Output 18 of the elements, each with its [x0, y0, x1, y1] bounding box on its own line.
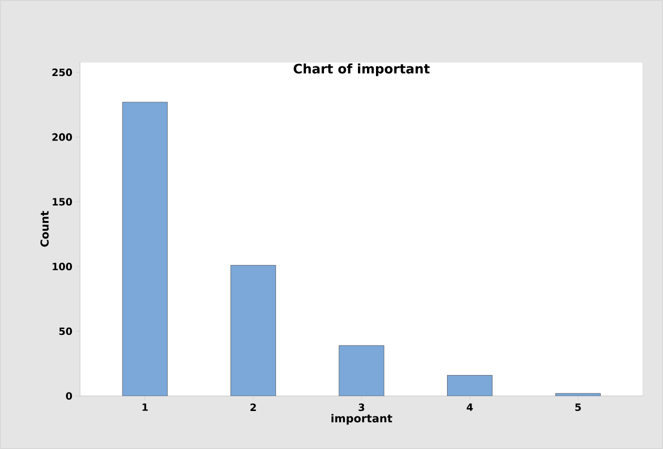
x-tick-label: 3: [358, 404, 364, 412]
x-tick-label: 2: [250, 404, 256, 411]
bar: [230, 265, 276, 396]
y-tick-label: 100: [52, 262, 72, 270]
y-tick-label: 50: [59, 327, 72, 336]
x-tick-label: 5: [575, 404, 581, 411]
x-tick-label: 4: [466, 404, 473, 411]
x-axis-title: important: [332, 414, 392, 425]
bar: [447, 375, 492, 396]
x-tick-label: 1: [142, 404, 148, 411]
y-tick-label: 0: [66, 392, 72, 400]
y-tick-label: 150: [52, 198, 72, 206]
bar: [122, 102, 168, 396]
y-axis-title: Count: [40, 210, 49, 247]
chart-title: Chart of important: [294, 64, 430, 76]
bar: [338, 345, 384, 396]
y-tick-label: 200: [52, 133, 72, 141]
y-tick-label: 250: [52, 68, 72, 76]
